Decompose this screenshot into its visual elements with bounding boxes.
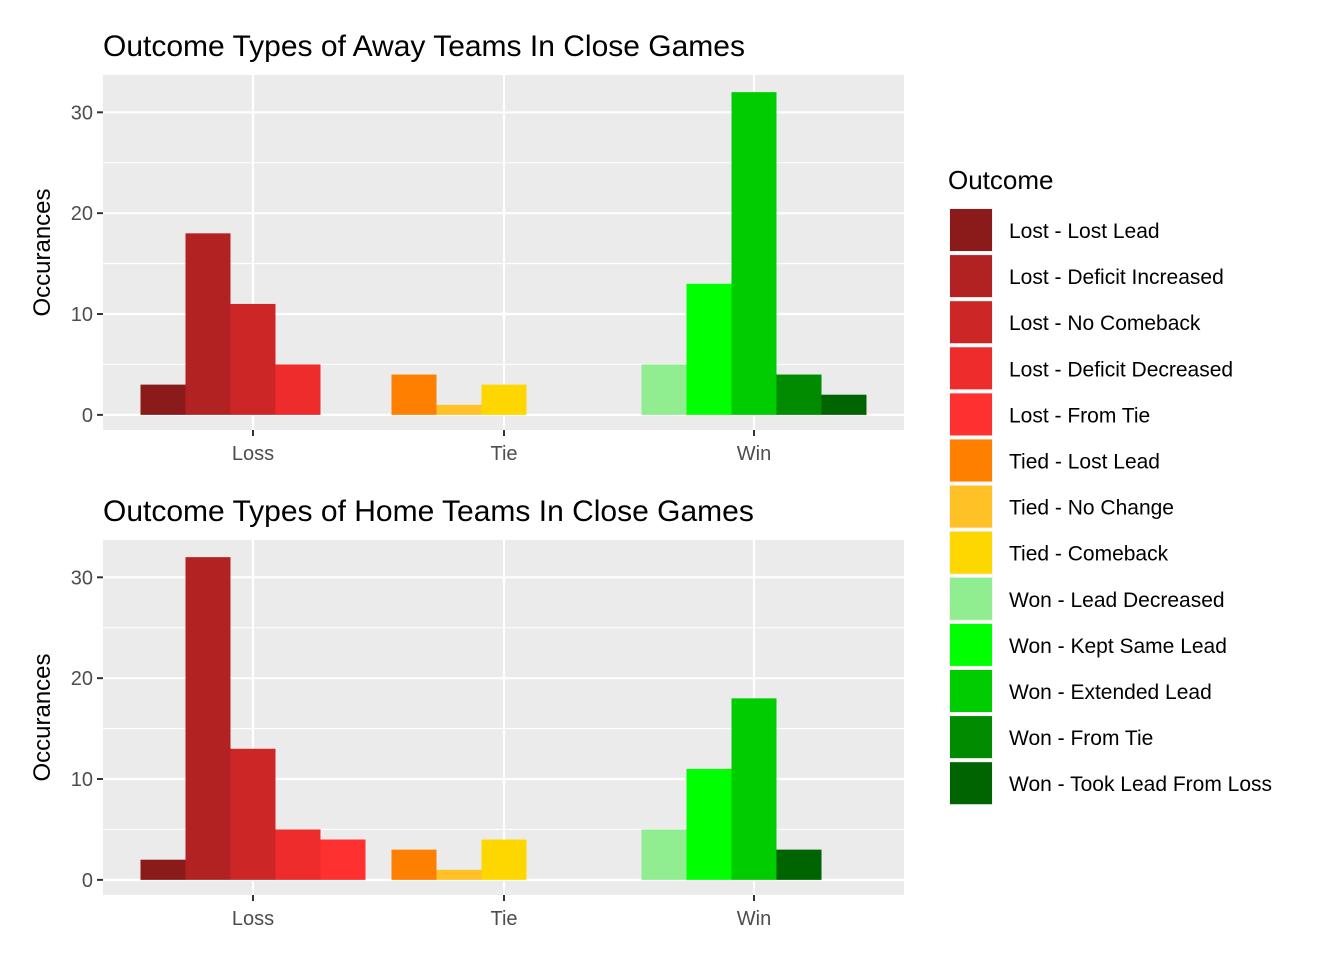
legend-swatch (950, 485, 992, 528)
bar-win-won-lead-decreased (641, 364, 687, 415)
y-tick-label: 10 (71, 304, 93, 326)
legend-item-won-lead-decreased: Won - Lead Decreased (949, 576, 1225, 621)
legend-item-lost-lost-lead: Lost - Lost Lead (949, 208, 1160, 252)
bar-win-won-kept-same-lead (686, 768, 732, 880)
bar-loss-lost-lost-lead (140, 384, 186, 415)
bar-loss-lost-no-comeback (230, 748, 276, 880)
bar-tie-tied-lost-lead (391, 374, 437, 415)
legend-swatch (950, 623, 992, 666)
legend-item-tied-comeback: Tied - Comeback (949, 530, 1169, 575)
legend-item-won-kept-same-lead: Won - Kept Same Lead (949, 622, 1227, 667)
legend-label: Tied - No Change (1009, 497, 1174, 520)
bar-win-won-from-tie (776, 374, 822, 415)
y-tick-label: 0 (82, 405, 93, 427)
panel-away: 0 10 20 30 Loss Tie Win Outcome Types of Away T… (29, 30, 904, 465)
legend: Outcome Lost - Lost Lead Lost - Deficit In… (948, 165, 1272, 806)
x-tick-label: Win (737, 908, 771, 930)
legend-swatch (950, 762, 992, 805)
bar-tie-tied-no-change (436, 869, 482, 880)
bar-tie-tied-lost-lead (391, 849, 437, 880)
legend-label: Lost - No Comeback (1009, 312, 1201, 335)
bar-tie-tied-comeback (481, 839, 527, 880)
legend-swatch (950, 209, 992, 251)
legend-item-tied-lost-lead: Tied - Lost Lead (949, 438, 1160, 483)
chart-title: Outcome Types of Away Teams In Close Gam… (103, 30, 745, 63)
legend-swatch (950, 301, 992, 344)
legend-swatch (950, 670, 992, 712)
bar-loss-lost-deficit-increased (185, 233, 231, 415)
legend-item-lost-from-tie: Lost - From Tie (949, 392, 1150, 437)
x-tick-label: Tie (490, 908, 517, 930)
bar-tie-tied-no-change (436, 404, 482, 415)
bar-loss-lost-no-comeback (230, 303, 276, 415)
bar-tie-tied-comeback (481, 384, 527, 415)
y-tick-label: 0 (82, 870, 93, 892)
bar-loss-lost-deficit-decreased (275, 829, 321, 880)
legend-item-lost-deficit-decreased: Lost - Deficit Decreased (949, 346, 1233, 391)
legend-label: Won - Kept Same Lead (1009, 635, 1227, 658)
x-tick-label: Loss (232, 443, 274, 465)
legend-swatch (950, 439, 992, 482)
y-tick-label: 30 (71, 567, 93, 589)
legend-swatch (950, 716, 992, 759)
bar-win-won-took-lead-from-loss (776, 849, 822, 880)
bar-loss-lost-lost-lead (140, 859, 186, 880)
legend-swatch (950, 347, 992, 390)
y-tick-label: 20 (71, 668, 93, 690)
legend-label: Won - From Tie (1009, 727, 1153, 750)
bar-loss-lost-deficit-decreased (275, 364, 321, 415)
legend-item-lost-no-comeback: Lost - No Comeback (949, 300, 1201, 345)
legend-label: Tied - Comeback (1009, 543, 1169, 566)
bar-loss-lost-from-tie (320, 839, 366, 880)
bar-loss-lost-deficit-increased (185, 557, 231, 880)
x-tick-label: Loss (232, 908, 274, 930)
bar-win-won-kept-same-lead (686, 283, 732, 415)
legend-swatch (950, 255, 992, 298)
y-tick-label: 20 (71, 203, 93, 225)
y-axis-label: Occurances (29, 188, 56, 316)
legend-swatch (950, 577, 992, 620)
chart-title: Outcome Types of Home Teams In Close Gam… (103, 495, 754, 528)
legend-item-tied-no-change: Tied - No Change (949, 484, 1174, 529)
legend-label: Lost - Deficit Increased (1009, 266, 1224, 289)
legend-label: Lost - From Tie (1009, 404, 1150, 427)
legend-item-won-took-lead-from-loss: Won - Took Lead From Loss (949, 761, 1272, 806)
legend-item-won-extended-lead: Won - Extended Lead (949, 669, 1212, 713)
y-axis-label: Occurances (29, 653, 56, 781)
legend-swatch (950, 531, 992, 574)
bar-win-won-extended-lead (731, 92, 777, 415)
legend-label: Tied - Lost Lead (1009, 451, 1160, 474)
legend-label: Won - Took Lead From Loss (1009, 773, 1272, 796)
x-tick-label: Win (737, 443, 771, 465)
legend-label: Lost - Deficit Decreased (1009, 358, 1233, 381)
legend-swatch (950, 393, 992, 436)
panel-home: 0 10 20 30 Loss Tie Win Outcome Types of Home T… (29, 495, 904, 930)
bar-win-won-lead-decreased (641, 829, 687, 880)
y-tick-label: 10 (71, 769, 93, 791)
bar-win-won-took-lead-from-loss (821, 394, 867, 415)
legend-label: Won - Lead Decreased (1009, 589, 1225, 612)
bar-win-won-extended-lead (731, 698, 777, 880)
y-tick-label: 30 (71, 102, 93, 124)
legend-label: Lost - Lost Lead (1009, 220, 1160, 243)
legend-item-lost-deficit-increased: Lost - Deficit Increased (949, 254, 1224, 299)
legend-label: Won - Extended Lead (1009, 681, 1212, 704)
x-tick-label: Tie (490, 443, 517, 465)
legend-title: Outcome (948, 165, 1054, 195)
legend-item-won-from-tie: Won - From Tie (949, 715, 1153, 760)
